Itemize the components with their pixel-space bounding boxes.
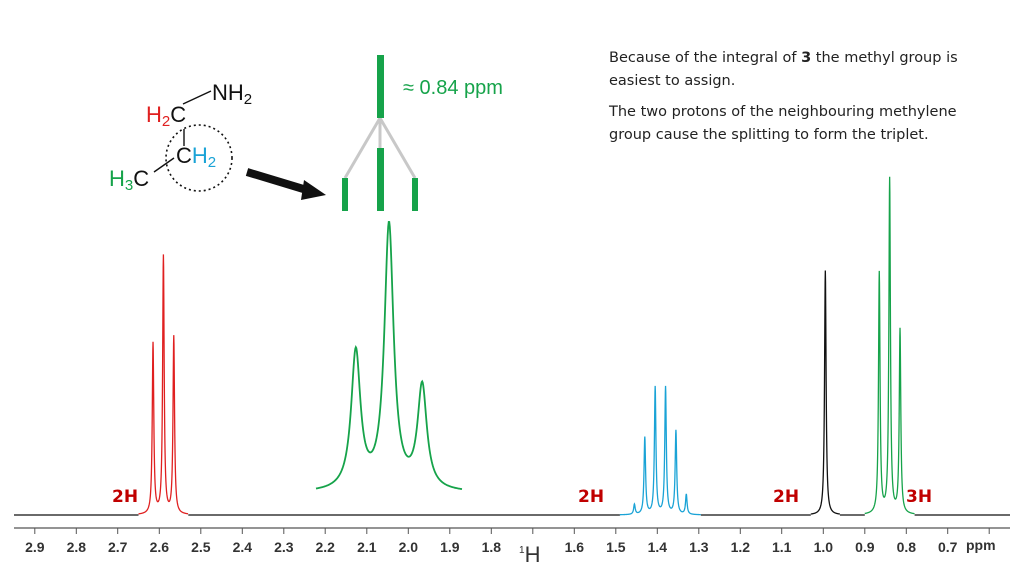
x-axis-unit: ppm bbox=[966, 537, 996, 553]
tree-line-right bbox=[378, 117, 417, 179]
axis-tick-label: 2.2 bbox=[315, 539, 335, 555]
axis-tick-label: 2.1 bbox=[357, 539, 377, 555]
x-axis-ticks: 2.9 2.8 2.7 2.6 2.5 2.4 2.3 2.2 2.1 2.0 1.9 1.8 1.6 1… bbox=[25, 528, 990, 555]
ch3-group: H3C bbox=[109, 166, 149, 194]
nh2-main: NH bbox=[212, 80, 244, 105]
integral-label-green: 3H bbox=[906, 487, 932, 507]
arrow-head-icon bbox=[301, 180, 326, 200]
molecule-structure: NH2 H2C CH2 H3C bbox=[109, 80, 252, 194]
multiplet-trace-1 bbox=[138, 254, 189, 515]
multiplet-trace-3 bbox=[810, 270, 840, 515]
nucleus-label: 1H bbox=[519, 542, 540, 567]
axis-tick-label: 2.9 bbox=[25, 539, 45, 555]
pointer-arrow bbox=[245, 168, 326, 200]
nh2-subscript: 2 bbox=[244, 91, 252, 108]
tree-parent-bar bbox=[377, 55, 384, 118]
axis-tick-label: 1.9 bbox=[440, 539, 460, 555]
ch2-beta-h: H bbox=[192, 143, 208, 168]
axis-tick-label: 2.6 bbox=[150, 539, 170, 555]
axis-tick-label: 1.4 bbox=[648, 539, 668, 555]
ch3-c: C bbox=[133, 166, 149, 191]
inset-triplet-trace bbox=[315, 221, 463, 490]
tree-bar-left bbox=[342, 178, 348, 211]
splitting-tree: ≈ 0.84 ppm bbox=[342, 55, 503, 211]
axis-tick-label: 1.2 bbox=[731, 539, 751, 555]
explanation-p1-before: Because of the integral of bbox=[609, 50, 802, 66]
tree-bar-middle bbox=[377, 148, 384, 211]
multiplet-trace-2 bbox=[619, 385, 701, 516]
axis-tick-label: 0.7 bbox=[938, 539, 958, 555]
nucleus-symbol: H bbox=[525, 542, 541, 567]
bond-c2-c3 bbox=[153, 157, 175, 173]
explanation-p1-after: the methyl group is easiest to assign. bbox=[609, 50, 958, 89]
axis-tick-label: 1.1 bbox=[772, 539, 792, 555]
tree-bar-right bbox=[412, 178, 418, 211]
ch2-alpha-subscript: 2 bbox=[162, 113, 170, 130]
ch2-beta-subscript: 2 bbox=[208, 154, 216, 171]
axis-tick-label: 1.3 bbox=[689, 539, 709, 555]
spectrum bbox=[14, 176, 1010, 516]
axis-tick-label: 2.8 bbox=[67, 539, 87, 555]
ch2-beta-group: CH2 bbox=[176, 143, 216, 171]
multiplet-trace-4 bbox=[864, 176, 915, 515]
axis-tick-label: 2.3 bbox=[274, 539, 294, 555]
axis-tick-label: 0.8 bbox=[897, 539, 917, 555]
ch3-h: H bbox=[109, 166, 125, 191]
ch2-beta-c: C bbox=[176, 143, 192, 168]
explanation-p1-bold: 3 bbox=[801, 50, 812, 66]
ch2-alpha-c: C bbox=[170, 102, 186, 127]
axis-tick-label: 0.9 bbox=[855, 539, 875, 555]
axis-tick-label: 2.5 bbox=[191, 539, 211, 555]
ch2-alpha-group: H2C bbox=[146, 102, 186, 130]
axis-tick-label: 2.0 bbox=[399, 539, 419, 555]
axis-tick-label: 1.8 bbox=[482, 539, 502, 555]
axis-tick-label: 2.4 bbox=[233, 539, 253, 555]
shift-label: ≈ 0.84 ppm bbox=[403, 77, 503, 99]
axis-tick-label: 1.5 bbox=[606, 539, 626, 555]
integral-label-blue: 2H bbox=[578, 487, 604, 507]
axis-tick-label: 1.0 bbox=[814, 539, 834, 555]
ch3-subscript: 3 bbox=[125, 177, 133, 194]
explanation-paragraph-2: The two protons of the neighbouring meth… bbox=[609, 104, 957, 143]
integral-label-red: 2H bbox=[112, 487, 138, 507]
nucleus-superscript: 1 bbox=[519, 545, 525, 556]
ch2-alpha-h: H bbox=[146, 102, 162, 127]
explanation-paragraph-1: Because of the integral of 3 the methyl … bbox=[609, 47, 989, 93]
highlight-circle bbox=[165, 124, 233, 192]
nh2-group: NH2 bbox=[212, 80, 252, 108]
integral-label-black: 2H bbox=[773, 487, 799, 507]
tree-line-left bbox=[343, 117, 382, 179]
bond-c1-n bbox=[182, 90, 212, 105]
axis-tick-label: 1.6 bbox=[565, 539, 585, 555]
axis-tick-label: 2.7 bbox=[108, 539, 128, 555]
